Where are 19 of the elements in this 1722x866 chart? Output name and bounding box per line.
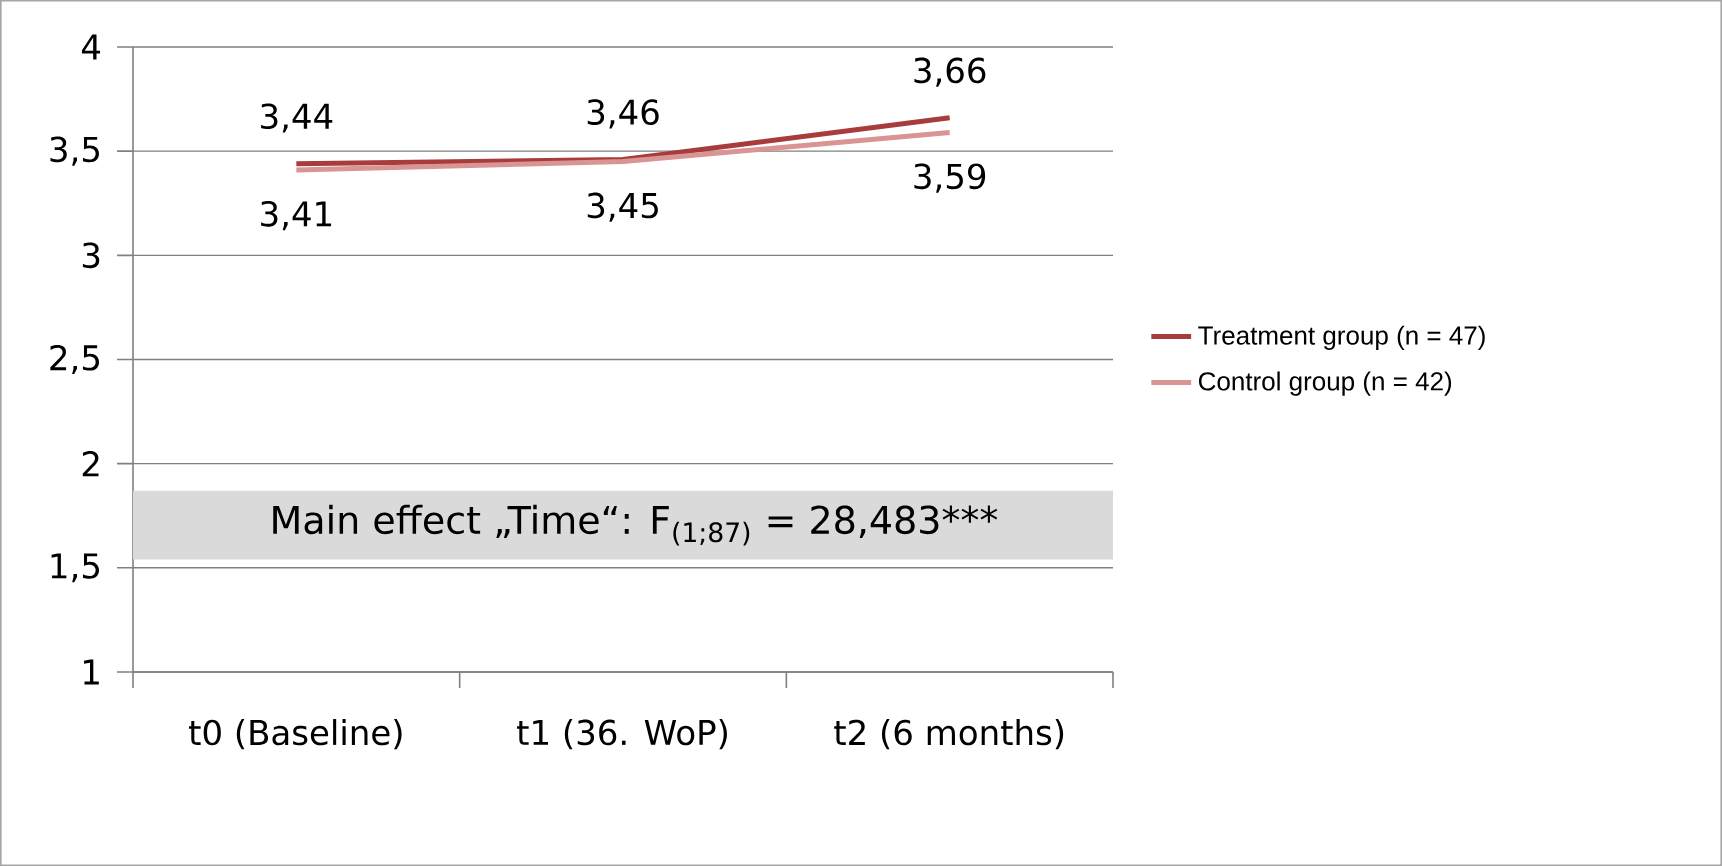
y-tick-label: 2,5 [50, 344, 99, 375]
band-label: Main effect „Time“: F$_{(1;87)}$ = 28,483*** [273, 504, 998, 546]
data-label: 3,46 [587, 99, 659, 129]
x-tick-label: t1 (36. WoP) [517, 719, 727, 750]
y-tick-label: 3,5 [50, 136, 99, 166]
legend-label: Treatment group (n = 47) [1198, 325, 1485, 350]
legend-label: Control group (n = 42) [1198, 371, 1452, 396]
x-tick-label: t0 (Baseline) [189, 719, 402, 750]
y-tick-label: 4 [81, 34, 101, 60]
y-tick-label: 3 [82, 242, 100, 269]
data-label: 3,45 [587, 192, 658, 222]
x-tick-label: t2 (6 months) [834, 719, 1064, 750]
data-label: 3,59 [914, 163, 986, 193]
y-tick-label: 1,5 [51, 553, 99, 583]
y-tick-label: 1 [84, 659, 99, 685]
data-label: 3,66 [914, 57, 986, 87]
data-label: 3,41 [261, 200, 332, 231]
data-label: 3,44 [261, 103, 333, 133]
y-tick-label: 2 [82, 451, 99, 477]
